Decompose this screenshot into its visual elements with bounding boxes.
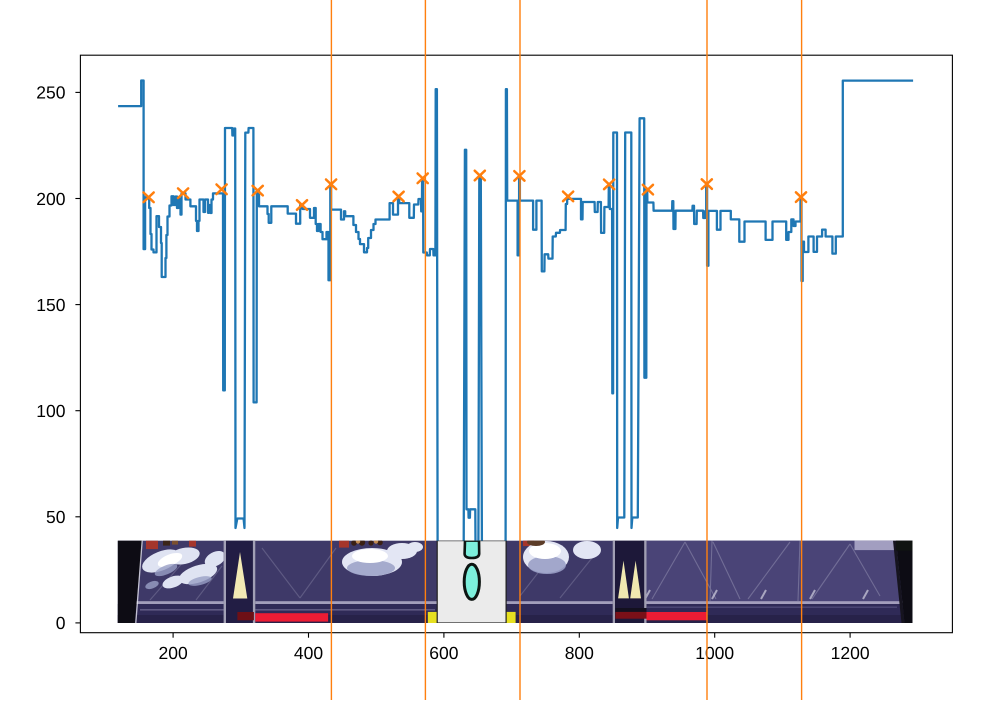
svg-text:0: 0	[56, 613, 66, 633]
svg-text:800: 800	[565, 643, 594, 663]
svg-text:1000: 1000	[695, 643, 734, 663]
svg-text:400: 400	[294, 643, 323, 663]
svg-text:600: 600	[429, 643, 458, 663]
svg-text:150: 150	[36, 295, 65, 315]
svg-text:50: 50	[46, 507, 66, 527]
svg-text:250: 250	[36, 83, 65, 103]
svg-text:100: 100	[36, 401, 65, 421]
svg-text:1200: 1200	[831, 643, 870, 663]
svg-text:200: 200	[158, 643, 187, 663]
svg-text:200: 200	[36, 189, 65, 209]
